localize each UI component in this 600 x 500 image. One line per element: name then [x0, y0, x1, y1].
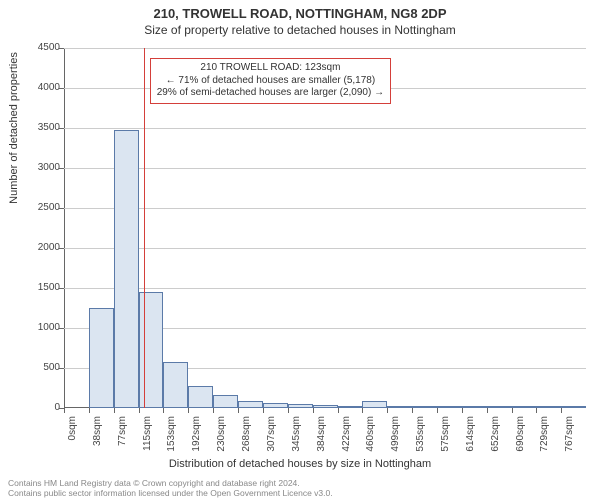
- x-tick-mark: [536, 408, 537, 413]
- x-tick-label: 0sqm: [67, 416, 78, 466]
- x-tick-mark: [561, 408, 562, 413]
- x-tick-mark: [412, 408, 413, 413]
- y-tick-label: 4500: [20, 42, 60, 53]
- chart-container: 210, TROWELL ROAD, NOTTINGHAM, NG8 2DP S…: [0, 0, 600, 500]
- x-tick-label: 614sqm: [465, 416, 476, 466]
- x-tick-mark: [263, 408, 264, 413]
- gridline: [64, 208, 586, 209]
- x-tick-mark: [437, 408, 438, 413]
- x-tick-label: 77sqm: [117, 416, 128, 466]
- x-tick-label: 422sqm: [341, 416, 352, 466]
- gridline: [64, 48, 586, 49]
- x-tick-mark: [89, 408, 90, 413]
- x-tick-mark: [64, 408, 65, 413]
- x-tick-mark: [313, 408, 314, 413]
- x-tick-label: 230sqm: [216, 416, 227, 466]
- x-tick-label: 345sqm: [291, 416, 302, 466]
- callout-line: ← 71% of detached houses are smaller (5,…: [157, 75, 384, 88]
- x-tick-mark: [512, 408, 513, 413]
- histogram-bar: [362, 401, 387, 408]
- histogram-bar: [338, 406, 363, 408]
- x-tick-label: 307sqm: [266, 416, 277, 466]
- callout-line: 29% of semi-detached houses are larger (…: [157, 87, 384, 100]
- x-tick-mark: [238, 408, 239, 413]
- x-tick-label: 384sqm: [316, 416, 327, 466]
- page-subtitle: Size of property relative to detached ho…: [0, 21, 600, 37]
- histogram-bar: [412, 406, 437, 408]
- histogram-bar: [89, 308, 114, 408]
- histogram-bar: [462, 406, 487, 408]
- x-tick-label: 268sqm: [241, 416, 252, 466]
- gridline: [64, 288, 586, 289]
- x-tick-label: 652sqm: [490, 416, 501, 466]
- histogram-bar: [487, 406, 512, 408]
- x-tick-mark: [387, 408, 388, 413]
- x-tick-mark: [163, 408, 164, 413]
- gridline: [64, 128, 586, 129]
- x-tick-mark: [213, 408, 214, 413]
- x-tick-mark: [188, 408, 189, 413]
- histogram-bar: [163, 362, 188, 408]
- x-tick-label: 729sqm: [539, 416, 550, 466]
- x-tick-label: 460sqm: [365, 416, 376, 466]
- histogram-bar: [512, 406, 537, 408]
- y-tick-label: 3500: [20, 122, 60, 133]
- y-tick-label: 1000: [20, 322, 60, 333]
- x-tick-label: 192sqm: [191, 416, 202, 466]
- x-tick-label: 575sqm: [440, 416, 451, 466]
- histogram-bar: [188, 386, 213, 408]
- histogram-bar: [213, 395, 238, 408]
- x-tick-mark: [362, 408, 363, 413]
- y-axis-line: [64, 48, 65, 408]
- y-tick-label: 3000: [20, 162, 60, 173]
- y-tick-label: 1500: [20, 282, 60, 293]
- histogram-bar: [313, 405, 338, 408]
- footer-line-2: Contains public sector information licen…: [8, 488, 333, 498]
- page-title: 210, TROWELL ROAD, NOTTINGHAM, NG8 2DP: [0, 0, 600, 21]
- histogram-bar: [238, 401, 263, 408]
- x-tick-label: 767sqm: [564, 416, 575, 466]
- reference-line: [144, 48, 145, 408]
- y-axis-label: Number of detached properties: [8, 28, 20, 228]
- histogram-bar: [288, 404, 313, 408]
- x-tick-label: 535sqm: [415, 416, 426, 466]
- x-tick-label: 38sqm: [92, 416, 103, 466]
- x-tick-mark: [114, 408, 115, 413]
- y-tick-label: 2000: [20, 242, 60, 253]
- histogram-bar: [536, 406, 561, 408]
- x-tick-label: 499sqm: [390, 416, 401, 466]
- footer-attribution: Contains HM Land Registry data © Crown c…: [8, 478, 333, 498]
- x-tick-mark: [487, 408, 488, 413]
- gridline: [64, 248, 586, 249]
- histogram-bar: [561, 406, 586, 408]
- histogram-bar: [263, 403, 288, 408]
- callout-box: 210 TROWELL ROAD: 123sqm← 71% of detache…: [150, 58, 391, 104]
- x-tick-mark: [462, 408, 463, 413]
- y-tick-label: 500: [20, 362, 60, 373]
- x-tick-mark: [288, 408, 289, 413]
- x-tick-mark: [139, 408, 140, 413]
- histogram-bar: [437, 406, 462, 408]
- footer-line-1: Contains HM Land Registry data © Crown c…: [8, 478, 333, 488]
- x-tick-label: 115sqm: [142, 416, 153, 466]
- y-tick-label: 2500: [20, 202, 60, 213]
- x-tick-label: 153sqm: [166, 416, 177, 466]
- histogram-bar: [139, 292, 164, 408]
- gridline: [64, 168, 586, 169]
- x-tick-label: 690sqm: [515, 416, 526, 466]
- callout-line: 210 TROWELL ROAD: 123sqm: [157, 62, 384, 75]
- y-tick-label: 4000: [20, 82, 60, 93]
- x-tick-mark: [338, 408, 339, 413]
- y-tick-label: 0: [20, 402, 60, 413]
- histogram-bar: [114, 130, 139, 408]
- histogram-bar: [387, 406, 412, 408]
